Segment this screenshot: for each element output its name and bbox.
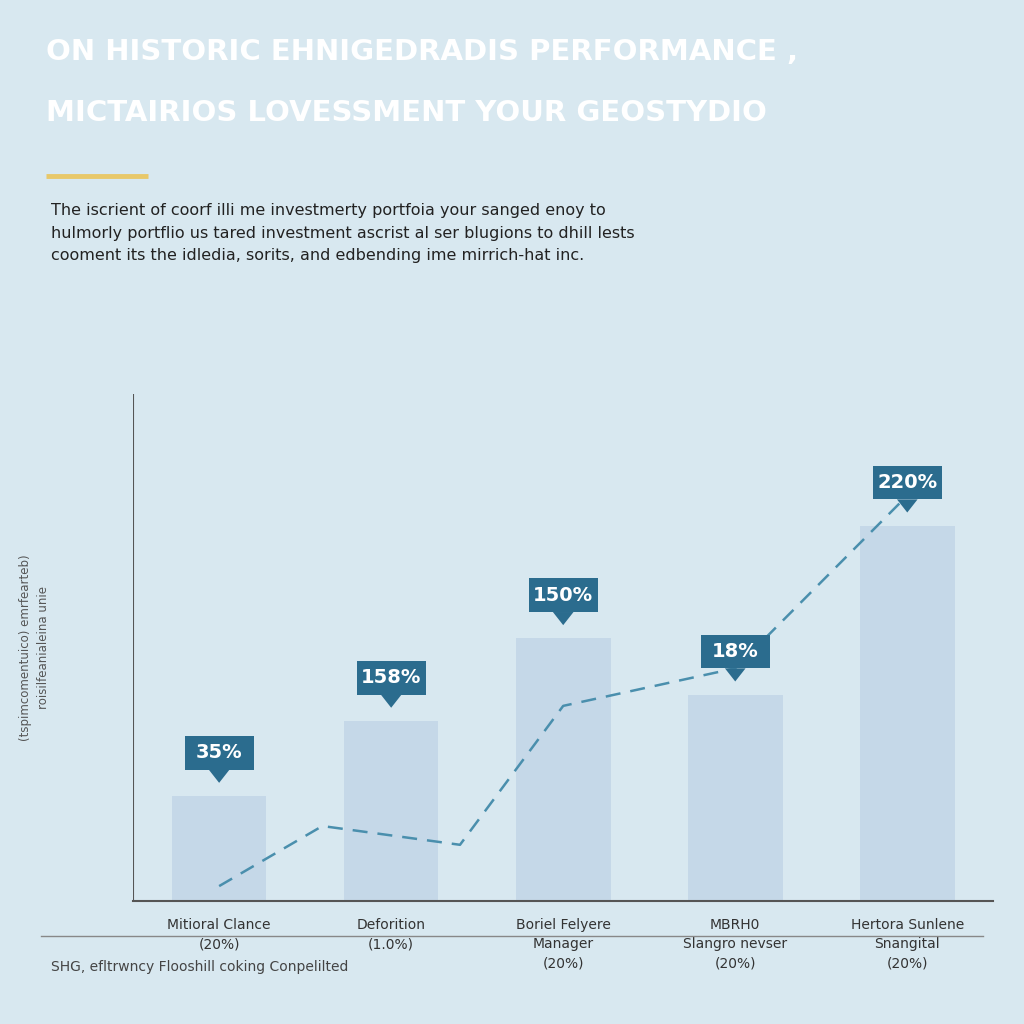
FancyBboxPatch shape	[356, 660, 426, 694]
FancyBboxPatch shape	[528, 579, 598, 612]
Text: 18%: 18%	[712, 642, 759, 660]
Text: 35%: 35%	[196, 743, 243, 762]
Polygon shape	[209, 770, 229, 782]
Bar	[860, 525, 954, 901]
Polygon shape	[381, 694, 401, 708]
Text: 158%: 158%	[361, 669, 421, 687]
Bar	[516, 638, 610, 901]
FancyBboxPatch shape	[872, 466, 942, 500]
Text: SHG, efltrwncy Flooshill coking Conpelilted: SHG, efltrwncy Flooshill coking Conpelil…	[51, 961, 348, 974]
Polygon shape	[897, 500, 918, 513]
Bar	[172, 796, 266, 901]
FancyBboxPatch shape	[184, 736, 254, 770]
Text: The iscrient of coorf illi me investmerty portfoia your sanged enoy to
hulmorly : The iscrient of coorf illi me investmert…	[51, 203, 635, 263]
Bar	[344, 721, 438, 901]
Text: ON HISTORIC EHNIGEDRADIS PERFORMANCE ,: ON HISTORIC EHNIGEDRADIS PERFORMANCE ,	[46, 38, 798, 66]
Text: 150%: 150%	[534, 586, 593, 604]
Bar	[688, 694, 782, 901]
Text: (tspimcomentuico) emrfearteb)
roisilfeanialeina unie: (tspimcomentuico) emrfearteb) roisilfean…	[18, 554, 50, 741]
Text: 220%: 220%	[878, 473, 937, 492]
FancyBboxPatch shape	[700, 635, 770, 669]
Text: MICTAIRIOS LOVESSMENT YOUR GEOSTYDIO: MICTAIRIOS LOVESSMENT YOUR GEOSTYDIO	[46, 98, 767, 127]
Polygon shape	[553, 612, 573, 625]
Polygon shape	[725, 669, 745, 682]
